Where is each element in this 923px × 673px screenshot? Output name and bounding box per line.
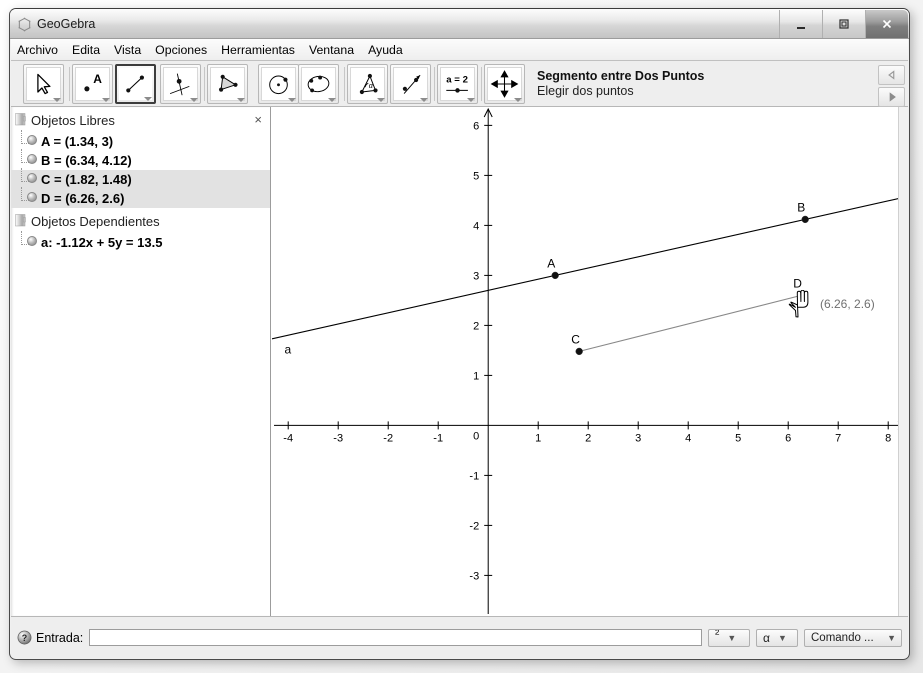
svg-text:a = 2: a = 2	[446, 74, 468, 85]
svg-text:-2: -2	[383, 432, 393, 444]
svg-text:6: 6	[785, 432, 791, 444]
svg-text:A: A	[93, 72, 102, 86]
svg-text:2: 2	[585, 432, 591, 444]
svg-text:0: 0	[473, 430, 479, 442]
svg-text:7: 7	[835, 432, 841, 444]
svg-text:α: α	[369, 81, 374, 90]
svg-text:5: 5	[473, 170, 479, 182]
svg-text:1: 1	[535, 432, 541, 444]
svg-text:-3: -3	[469, 570, 479, 582]
svg-text:C: C	[571, 332, 580, 346]
svg-text:-1: -1	[433, 432, 443, 444]
svg-text:-1: -1	[469, 470, 479, 482]
svg-text:4: 4	[473, 220, 479, 232]
svg-text:-3: -3	[333, 432, 343, 444]
svg-text:8: 8	[885, 432, 891, 444]
svg-text:-2: -2	[469, 520, 479, 532]
svg-text:A: A	[547, 256, 555, 270]
svg-text:D: D	[793, 276, 802, 290]
svg-text:2: 2	[473, 320, 479, 332]
svg-text:4: 4	[685, 432, 691, 444]
svg-text:?: ?	[22, 633, 27, 643]
svg-text:5: 5	[735, 432, 741, 444]
svg-text:a: a	[285, 343, 292, 357]
svg-text:1: 1	[473, 370, 479, 382]
svg-text:3: 3	[635, 432, 641, 444]
svg-text:-4: -4	[283, 432, 293, 444]
svg-text:B: B	[797, 200, 805, 214]
svg-text:6: 6	[473, 120, 479, 132]
svg-text:3: 3	[473, 270, 479, 282]
